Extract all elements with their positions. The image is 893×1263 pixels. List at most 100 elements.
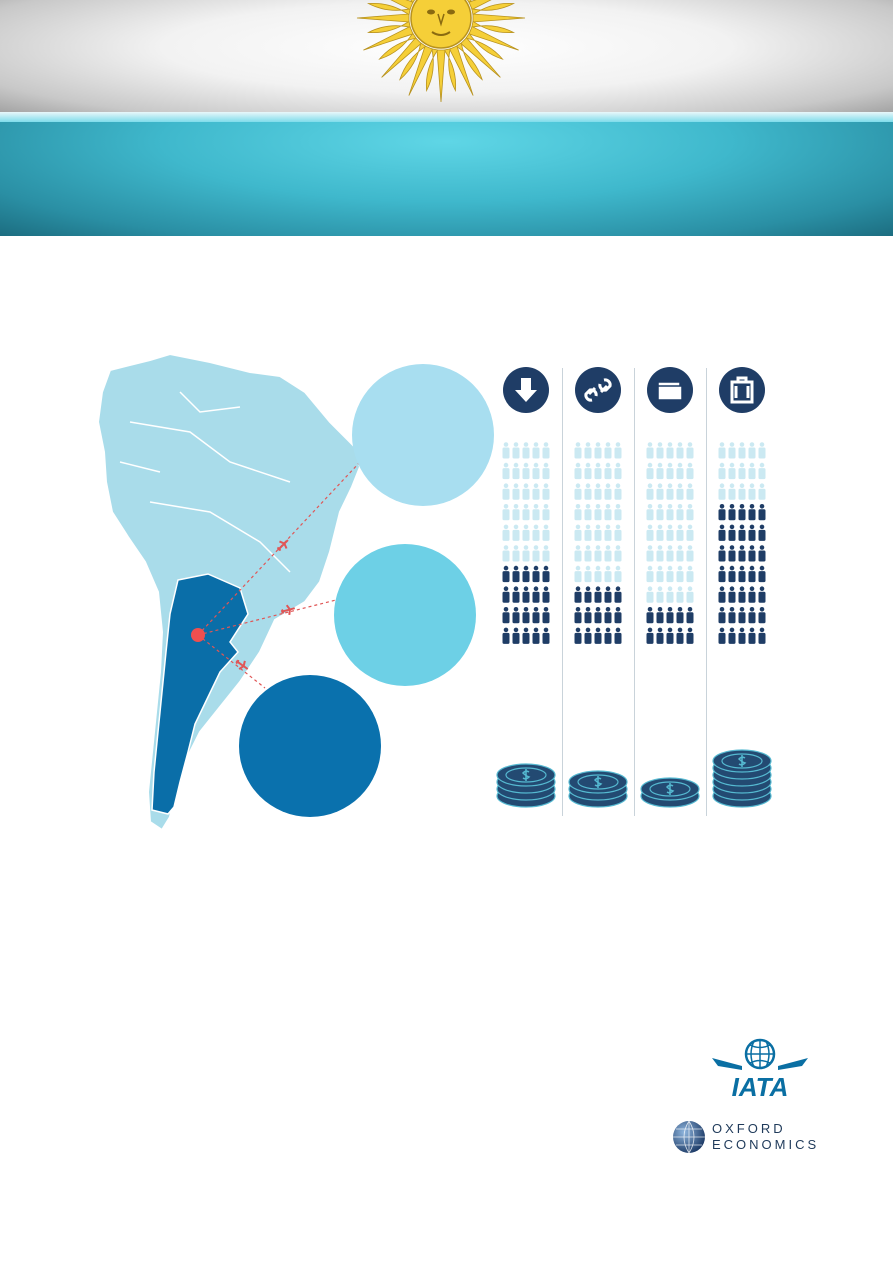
- impact-columns: [490, 360, 780, 820]
- person-icon: [614, 565, 622, 583]
- person-icon: [728, 504, 736, 521]
- person-icon: [594, 586, 602, 603]
- person-icon: [738, 565, 746, 583]
- person-icon: [718, 565, 726, 583]
- person-icon: [502, 524, 510, 541]
- person-icon: [748, 442, 756, 459]
- column-divider: [634, 368, 635, 816]
- person-icon: [718, 627, 726, 644]
- person-icon: [646, 524, 654, 541]
- person-icon: [574, 524, 582, 541]
- person-icon: [728, 483, 736, 500]
- person-icon: [676, 545, 684, 562]
- person-icon: [532, 586, 540, 603]
- arrow-down-icon: [503, 367, 549, 413]
- person-icon: [594, 545, 602, 562]
- person-icon: [512, 586, 520, 603]
- person-icon: [574, 627, 582, 644]
- person-icon: [758, 627, 766, 644]
- person-icon: [512, 462, 520, 480]
- person-icon: [748, 524, 756, 541]
- person-icon: [666, 586, 674, 603]
- person-icon: [614, 504, 622, 521]
- globe-icon: [673, 1120, 705, 1154]
- person-icon: [522, 524, 530, 541]
- person-icon: [738, 607, 746, 624]
- person-icon: [646, 442, 654, 459]
- person-icon: [666, 504, 674, 521]
- column-divider: [706, 368, 707, 816]
- argentina-highlight: [151, 573, 249, 815]
- person-icon: [676, 586, 684, 603]
- person-icon: [614, 524, 622, 541]
- person-icon: [646, 565, 654, 583]
- iata-logo: IATA: [712, 1038, 808, 1102]
- person-icon: [748, 586, 756, 603]
- person-icon: [502, 442, 510, 459]
- person-icon: [584, 607, 592, 624]
- person-icon: [542, 607, 550, 624]
- iata-wordmark: IATA: [732, 1072, 789, 1102]
- coin-stack-icon: [568, 770, 628, 808]
- person-icon: [574, 607, 582, 624]
- person-icon: [758, 462, 766, 480]
- person-icon: [748, 504, 756, 521]
- person-icon: [748, 545, 756, 562]
- person-icon: [512, 483, 520, 500]
- person-icon: [758, 524, 766, 541]
- person-icon: [686, 483, 694, 500]
- person-icon: [738, 524, 746, 541]
- person-icon: [594, 483, 602, 500]
- person-icon: [758, 586, 766, 603]
- person-icon: [502, 462, 510, 480]
- person-icon: [584, 483, 592, 500]
- plane-icon: [235, 659, 249, 670]
- person-icon: [594, 504, 602, 521]
- person-icon: [758, 607, 766, 624]
- person-icon: [656, 565, 664, 583]
- person-icon: [686, 627, 694, 644]
- person-icon: [728, 627, 736, 644]
- person-icon: [512, 627, 520, 644]
- person-icon: [512, 524, 520, 541]
- oxford-economics-logo: OXFORD ECONOMICS: [672, 1118, 816, 1158]
- coin-stack-icon: [640, 777, 700, 808]
- person-icon: [728, 607, 736, 624]
- person-icon: [686, 565, 694, 583]
- person-icon: [748, 607, 756, 624]
- person-icon: [604, 627, 612, 644]
- plane-icon: [280, 604, 296, 615]
- person-icon: [532, 442, 540, 459]
- person-icon: [614, 462, 622, 480]
- bubble-dark: [239, 675, 381, 817]
- person-icon: [574, 545, 582, 562]
- person-icon: [718, 524, 726, 541]
- person-icon: [646, 627, 654, 644]
- person-icon: [502, 627, 510, 644]
- person-icon: [666, 545, 674, 562]
- person-icon: [718, 545, 726, 562]
- person-icon: [718, 462, 726, 480]
- person-icon: [594, 607, 602, 624]
- person-icon: [604, 586, 612, 603]
- person-icon: [738, 545, 746, 562]
- person-icon: [666, 442, 674, 459]
- person-icon: [604, 483, 612, 500]
- person-icon: [502, 545, 510, 562]
- person-icon: [666, 565, 674, 583]
- person-icon: [522, 483, 530, 500]
- sun-of-may-icon: [356, 0, 526, 103]
- person-icon: [522, 565, 530, 583]
- person-icon: [728, 545, 736, 562]
- person-icon: [614, 442, 622, 459]
- wallet-icon: [647, 367, 693, 413]
- person-icon: [614, 627, 622, 644]
- person-icon: [646, 462, 654, 480]
- person-icon: [604, 565, 612, 583]
- person-icon: [758, 483, 766, 500]
- person-icon: [512, 607, 520, 624]
- oxford-line-2: ECONOMICS: [712, 1137, 820, 1152]
- person-icon: [604, 504, 612, 521]
- person-icon: [656, 442, 664, 459]
- person-icon: [738, 586, 746, 603]
